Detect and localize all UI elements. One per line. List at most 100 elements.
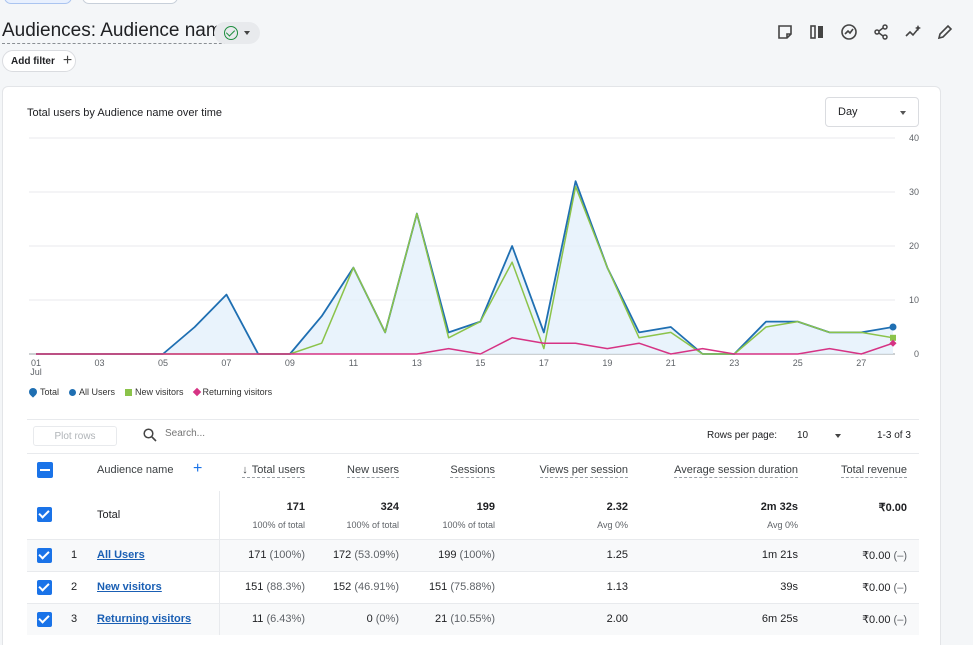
row-views-per-session: 2.00: [606, 613, 628, 625]
sessions-sub: 100% of total: [442, 520, 495, 530]
row-new-users: 172 (53.09%): [332, 549, 399, 561]
audience-link[interactable]: Returning visitors: [97, 613, 192, 625]
series-line-new-visitors: [36, 185, 894, 355]
row-new-users: 0 (0%): [366, 613, 399, 625]
table-row: 2 New visitors 151 (88.3%) 152 (46.91%) 151 …: [27, 571, 919, 603]
caret-down-icon[interactable]: [835, 434, 841, 438]
row-sessions: 21 (10.55%): [435, 613, 495, 625]
header-total-users-label: Total users: [251, 464, 305, 476]
table-total-row: Total 171 100% of total 324 100% of tota…: [27, 491, 919, 539]
note-icon[interactable]: [775, 22, 795, 42]
legend-label: Total: [40, 387, 60, 397]
total-checkbox[interactable]: [37, 507, 52, 522]
plus-icon: +: [62, 52, 73, 69]
legend-item[interactable]: Total: [27, 386, 60, 398]
legend-item[interactable]: Returning visitors: [192, 387, 273, 397]
report-toolbar: [775, 22, 955, 42]
x-sub-label: Jul: [30, 367, 42, 377]
x-tick-label: 19: [602, 358, 612, 368]
x-tick-label: 21: [666, 358, 676, 368]
report-header: Audiences: Audience name: [0, 18, 973, 48]
row-checkbox[interactable]: [37, 612, 52, 627]
row-avg-session-duration: 1m 21s: [761, 549, 798, 561]
table-row: 1 All Users 171 (100%) 172 (53.09%) 199 (100…: [27, 539, 919, 571]
y-tick-label: 40: [909, 133, 919, 143]
add-filter-button[interactable]: Add filter +: [2, 50, 76, 72]
y-tick-label: 30: [909, 187, 919, 197]
total-revenue-value: ₹0.00: [878, 502, 907, 514]
audience-status-dropdown[interactable]: [214, 22, 260, 44]
rows-per-page-select[interactable]: 10: [797, 430, 809, 441]
row-total-revenue: ₹0.00 (–): [862, 582, 907, 594]
table-row: 3 Returning visitors 11 (6.43%) 0 (0%) 21 (1…: [27, 603, 919, 635]
row-total-users: 171 (100%): [248, 549, 305, 561]
row-checkbox[interactable]: [37, 548, 52, 563]
x-tick-label: 07: [221, 358, 231, 368]
row-avg-session-duration: 39s: [780, 581, 798, 593]
row-index: 2: [71, 581, 78, 593]
views-per-session-sub: Avg 0%: [597, 520, 628, 530]
chart-title: Total users by Audience name over time: [27, 107, 223, 119]
plot-rows-button[interactable]: Plot rows: [33, 426, 117, 446]
column-divider: [219, 491, 220, 635]
add-dimension-icon[interactable]: +: [193, 460, 203, 477]
header-total-revenue[interactable]: Total revenue: [840, 464, 907, 478]
header-total-users[interactable]: ↓ Total users: [242, 464, 305, 478]
row-checkbox[interactable]: [37, 580, 52, 595]
edit-icon[interactable]: [935, 22, 955, 42]
legend-marker-icon: [69, 388, 77, 396]
header-new-users[interactable]: New users: [347, 464, 399, 478]
x-tick-label: 11: [349, 358, 358, 368]
granularity-select[interactable]: Day: [825, 97, 919, 127]
row-index: 1: [71, 549, 78, 561]
trend-sparkle-icon[interactable]: [903, 22, 923, 42]
legend-label: Returning visitors: [202, 387, 273, 397]
rows-per-page-label: Rows per page:: [707, 430, 778, 441]
end-point-all-users: [889, 323, 897, 331]
views-per-session-value: 2.32: [606, 501, 628, 513]
sessions-value: 199: [476, 501, 495, 513]
add-filter-label: Add filter: [11, 55, 55, 67]
insights-icon[interactable]: [839, 22, 859, 42]
caret-down-icon: [900, 111, 906, 115]
avg-session-duration-value: 2m 32s: [760, 501, 798, 513]
check-circle-icon: [224, 26, 238, 40]
line-chart: 0 10 20 30 40 01 03 05 07 09 11 13 15 17 19 21 23 25 27 Jul: [29, 133, 919, 377]
legend-marker-icon: [125, 388, 133, 396]
y-tick-label: 10: [909, 295, 919, 305]
end-point-returning-visitors: [889, 339, 897, 347]
header-audience-name[interactable]: Audience name: [97, 464, 174, 476]
row-views-per-session: 1.25: [606, 549, 628, 561]
select-all-checkbox[interactable]: [37, 462, 53, 478]
row-sessions: 199 (100%): [438, 549, 495, 561]
total-label: Total: [97, 509, 121, 521]
audience-link[interactable]: New visitors: [97, 581, 162, 593]
header-views-per-session[interactable]: Views per session: [539, 464, 628, 478]
report-card: Total users by Audience name over time D…: [2, 86, 941, 645]
audience-link[interactable]: All Users: [97, 549, 145, 561]
row-sessions: 151 (75.88%): [428, 581, 495, 593]
header-avg-session-duration[interactable]: Average session duration: [674, 464, 798, 478]
legend-item[interactable]: All Users: [69, 387, 115, 397]
top-tab-active[interactable]: [4, 0, 72, 4]
legend-item[interactable]: New visitors: [125, 387, 184, 397]
header-sessions[interactable]: Sessions: [450, 464, 495, 478]
x-tick-label: 17: [539, 358, 549, 368]
row-avg-session-duration: 6m 25s: [761, 613, 798, 625]
row-views-per-session: 1.13: [606, 581, 628, 593]
x-tick-label: 01: [31, 358, 41, 368]
search-input[interactable]: [165, 428, 365, 439]
row-index: 3: [71, 613, 78, 625]
share-icon[interactable]: [871, 22, 891, 42]
x-tick-label: 23: [729, 358, 739, 368]
series-line-returning-visitors: [36, 337, 894, 355]
page-title: Audiences: Audience name: [2, 20, 233, 44]
legend-marker-icon: [192, 387, 201, 397]
compare-icon[interactable]: [807, 22, 827, 42]
top-tab[interactable]: [82, 0, 178, 4]
x-tick-label: 25: [793, 358, 803, 368]
x-tick-label: 27: [856, 358, 866, 368]
legend-label: New visitors: [135, 387, 184, 397]
chart-legend: Total All Users New visitors Returning visi…: [27, 386, 273, 398]
new-users-sub: 100% of total: [346, 520, 399, 530]
